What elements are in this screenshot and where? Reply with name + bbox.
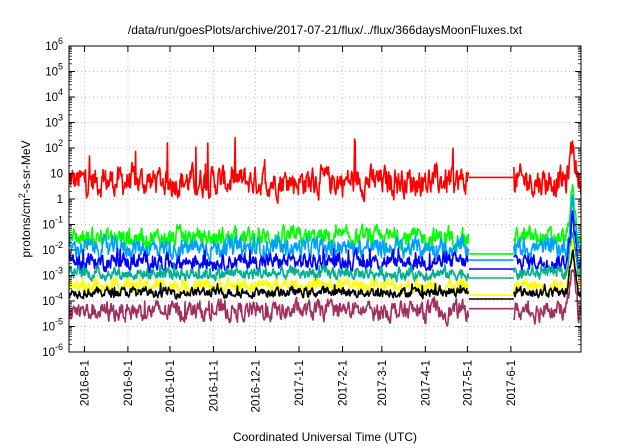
y-tick-label: 105: [45, 62, 63, 79]
x-tick-label: 2016-11-1: [208, 360, 220, 412]
chart-title: /data/run/goesPlots/archive/2017-07-21/f…: [128, 23, 523, 37]
y-tick-label: 103: [45, 113, 63, 130]
x-tick-label: 2017-1-1: [294, 360, 306, 406]
series-line-5: [69, 231, 581, 283]
x-tick-label: 2016-12-1: [251, 360, 263, 412]
x-tick-label: 2016-10-1: [165, 360, 177, 412]
series-line-1: [69, 136, 581, 205]
x-tick-label: 2017-2-1: [338, 360, 350, 406]
y-axis-label-main: protons/cm: [19, 198, 33, 257]
series-line-7: [69, 249, 581, 300]
x-tick-label: 2016-9-1: [123, 360, 135, 406]
y-tick-label: 106: [45, 36, 63, 53]
series-line-8: [69, 269, 581, 327]
y-tick-label: 10-6: [42, 342, 63, 359]
x-tick-label: 2016-8-1: [79, 360, 91, 406]
x-tick-label: 2017-3-1: [377, 360, 389, 406]
x-tick-label: 2017-4-1: [420, 360, 432, 406]
y-tick-label: 10-4: [42, 291, 63, 308]
y-tick-label: 104: [45, 87, 63, 104]
x-axis-ticks: 2016-8-1 2016-9-1 2016-10-1 2016-11-1 2016-1…: [79, 46, 518, 412]
y-tick-label: 1: [57, 194, 63, 206]
x-axis-label: Coordinated Universal Time (UTC): [233, 430, 417, 444]
y-tick-label: 10-2: [42, 240, 63, 257]
y-tick-label: 10-5: [42, 317, 63, 334]
y-axis-ticks: 10-6 10-5 10-4 10-3 10-2 10-1 1 10 102 103 104 105 1…: [42, 36, 581, 359]
series-layer: [69, 136, 581, 327]
y-axis-label-rest: -s-sr-MeV: [19, 140, 33, 193]
y-tick-label: 102: [45, 138, 63, 155]
series-line-3: [69, 194, 581, 263]
y-tick-label: 10: [50, 169, 63, 181]
series-line-4: [69, 210, 581, 275]
y-axis-label: protons/cm2-s-sr-MeV: [17, 140, 33, 257]
y-axis-label-sup: 2: [17, 193, 27, 198]
y-tick-label: 10-1: [42, 215, 63, 232]
y-tick-label: 10-3: [42, 266, 63, 283]
x-tick-label: 2017-6-1: [506, 360, 518, 406]
x-tick-label: 2017-5-1: [462, 360, 474, 406]
